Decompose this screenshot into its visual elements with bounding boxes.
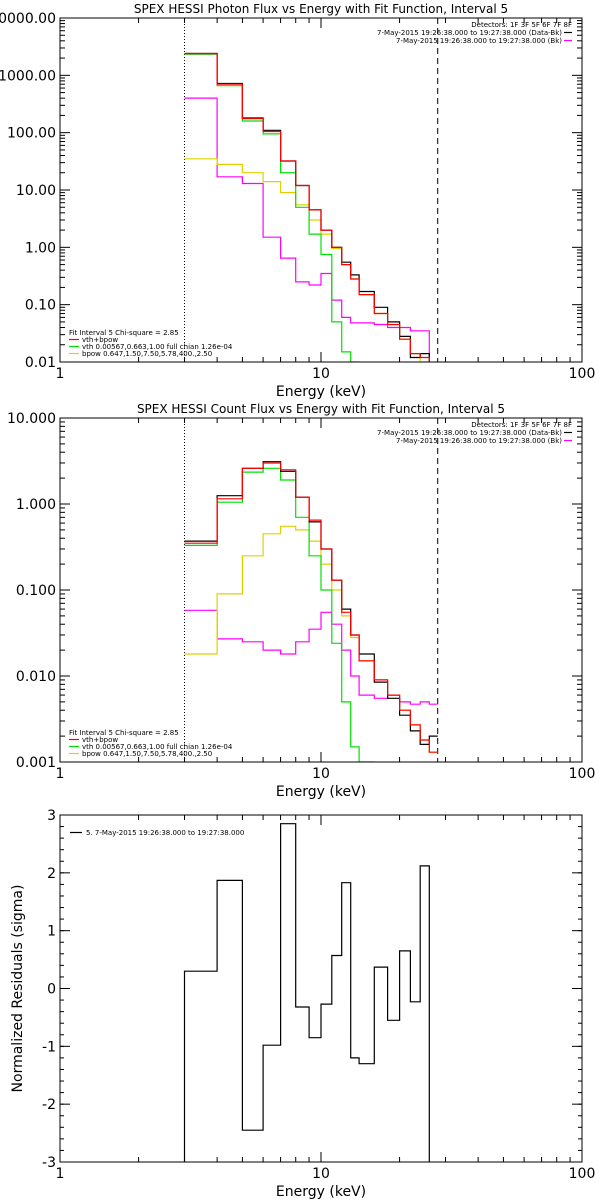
- legend-entry-label: 7-May-2015 19:26:38.000 to 19:27:38.000 …: [377, 429, 562, 437]
- y-axis: 3 2 1 0 -1 -2 -3: [42, 808, 582, 1171]
- chart-title: SPEX HESSI Photon Flux vs Energy with Fi…: [134, 2, 508, 16]
- y-tick-label: 0.010: [16, 669, 56, 685]
- x-tick-label: 10: [312, 366, 330, 382]
- chart-title: SPEX HESSI Count Flux vs Energy with Fit…: [137, 402, 505, 416]
- y-tick-label: 100.00: [7, 126, 56, 142]
- y-tick-label: 10.000: [7, 411, 56, 427]
- series-line-bk: [184, 609, 438, 705]
- legend-header: Fit Interval 5 Chi-square = 2.85: [69, 729, 179, 737]
- y-tick-label: 0.001: [16, 755, 56, 771]
- x-tick-label: 10: [312, 1166, 330, 1182]
- y-tick-label: 1.00: [25, 240, 56, 256]
- series-group: [183, 823, 430, 1162]
- chart-panel-1: SPEX HESSI Photon Flux vs Energy with Fi…: [0, 2, 595, 400]
- legend-entry-label: 7-May-2015 19:26:38.000 to 19:27:38.000 …: [396, 37, 562, 45]
- y-tick-label: 0: [47, 982, 56, 998]
- legend-header: Detectors: 1F 3F 5F 6F 7F 8F: [471, 421, 572, 429]
- y-axis: 10.000 1.000 0.100 0.010 0.001: [7, 411, 582, 771]
- y-tick-label: 1: [47, 924, 56, 940]
- x-tick-label: 100: [569, 1166, 596, 1182]
- x-axis-label: Energy (keV): [276, 384, 366, 400]
- x-axis-label: Energy (keV): [276, 1184, 366, 1200]
- series-line-total: [184, 462, 438, 753]
- y-tick-label: -3: [42, 1155, 56, 1171]
- legend-entry-label: bpow 0.647,1.50,7.50,5.78,400.,2.50: [82, 750, 212, 758]
- legend-entry-label: vth 0.00567,0.663,1.00 full chian 1.26e-…: [82, 343, 233, 351]
- legend-entry-label: bpow 0.647,1.50,7.50,5.78,400.,2.50: [82, 350, 212, 358]
- series-line-total: [184, 52, 430, 362]
- x-axis: 1 10 100: [56, 418, 596, 782]
- y-tick-label: -1: [42, 1039, 56, 1055]
- x-tick-label: 1: [56, 766, 65, 782]
- legend-entry-label: 5. 7-May-2015 19:26:38.000 to 19:27:38.0…: [86, 829, 244, 837]
- legend-entry-label: vth+bpow: [82, 336, 118, 344]
- x-axis: 1 10 100: [56, 18, 596, 382]
- series-group: [184, 461, 438, 762]
- y-tick-label: 10000.00: [0, 11, 56, 27]
- chart-panel-2: SPEX HESSI Count Flux vs Energy with Fit…: [7, 402, 595, 800]
- x-tick-label: 100: [569, 766, 596, 782]
- y-tick-label: 2: [47, 866, 56, 882]
- y-tick-label: 10.00: [16, 183, 56, 199]
- legend-header: Detectors: 1F 3F 5F 6F 7F 8F: [471, 21, 572, 29]
- series-group: [184, 52, 430, 362]
- y-tick-label: 1.000: [16, 497, 56, 513]
- y-tick-label: 3: [47, 808, 56, 824]
- legend-entry-label: vth 0.00567,0.663,1.00 full chian 1.26e-…: [82, 743, 233, 751]
- x-tick-label: 100: [569, 366, 596, 382]
- x-axis-label: Energy (keV): [276, 784, 366, 800]
- series-line-residuals: [183, 823, 430, 1162]
- y-axis-label: Normalized Residuals (sigma): [10, 885, 26, 1093]
- y-tick-label: 1000.00: [0, 68, 56, 84]
- legend-entry-label: 7-May-2015 19:26:38.000 to 19:27:38.000 …: [377, 29, 562, 37]
- x-tick-label: 1: [56, 1166, 65, 1182]
- y-tick-label: 0.10: [25, 298, 56, 314]
- x-axis: 1 10 100: [56, 815, 596, 1182]
- legend-header: Fit Interval 5 Chi-square = 2.85: [69, 329, 179, 337]
- y-tick-label: 0.01: [25, 355, 56, 371]
- y-tick-label: -2: [42, 1097, 56, 1113]
- x-tick-label: 1: [56, 366, 65, 382]
- legend-entry-label: 7-May-2015 19:26:38.000 to 19:27:38.000 …: [396, 437, 562, 445]
- y-tick-label: 0.100: [16, 583, 56, 599]
- y-axis: 10000.00 1000.00 100.00 10.00 1.00 0.10 0.01: [0, 11, 582, 371]
- x-tick-label: 10: [312, 766, 330, 782]
- legend-entry-label: vth+bpow: [82, 736, 118, 744]
